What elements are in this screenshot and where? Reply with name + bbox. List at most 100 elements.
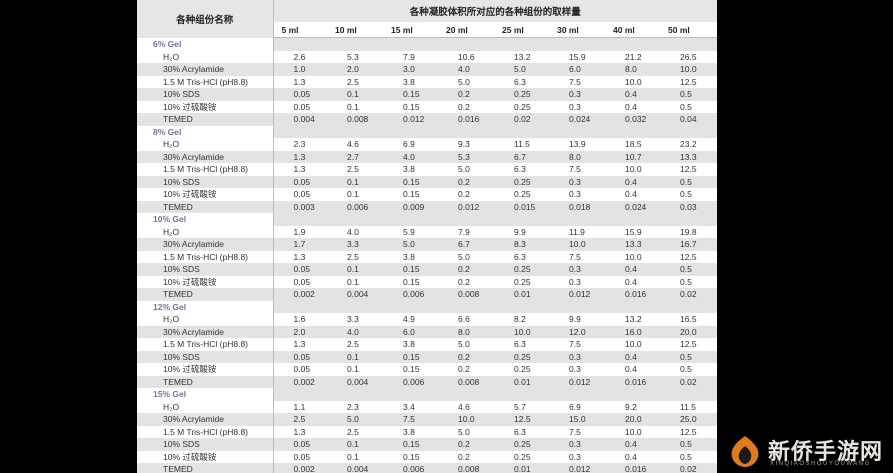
volume-value-cell: 1.3 bbox=[293, 76, 306, 87]
component-name-cell: 30% Acrylamide bbox=[137, 150, 274, 163]
gel-group-title: 15% Gel bbox=[137, 388, 274, 401]
volume-value-cell: 5.3 bbox=[438, 150, 494, 163]
volume-value-cell: 6.7 bbox=[494, 150, 549, 163]
volume-value-cell: 0.006 bbox=[383, 375, 438, 388]
volume-value-cell: 0.15 bbox=[383, 175, 438, 188]
volume-value-cell: 23.2 bbox=[680, 139, 697, 150]
group-row-fill bbox=[273, 37, 717, 51]
volume-value-cell: 2.5 bbox=[347, 164, 359, 175]
volume-value-cell: 0.008 bbox=[438, 463, 494, 473]
component-name-header: 各种组份名称 bbox=[137, 0, 274, 38]
volume-value-cell: 1.3 bbox=[293, 339, 306, 350]
table-row: 1.5 M Tris-HCl (pH8.8) 1.3 2.5 3.8 5.0 6.3 7.5… bbox=[137, 250, 717, 263]
volume-value-cell: 0.02 bbox=[494, 113, 549, 126]
volume-value-cell: 8.0 bbox=[605, 63, 660, 76]
volume-header-cell: 5 ml bbox=[273, 22, 327, 38]
component-name-cell: TEMED bbox=[137, 113, 274, 126]
volume-value-cell: 6.3 bbox=[514, 164, 526, 175]
group-row-fill bbox=[273, 388, 717, 401]
volume-value-cell: 0.004 bbox=[327, 375, 383, 388]
volume-value-cell: 0.5 bbox=[680, 189, 692, 200]
table-row: H₂O 1.9 4.0 5.9 7.9 9.9 11.9 15.9 19.8 bbox=[137, 225, 717, 238]
table-row: 10% 过硫酸铵 0.05 0.1 0.15 0.2 0.25 0.3 0.4 0.5 bbox=[137, 275, 717, 288]
volume-value-cell: 8.0 bbox=[438, 325, 494, 338]
volume-value-cell: 0.25 bbox=[494, 263, 549, 276]
component-name-cell: TEMED bbox=[137, 375, 274, 388]
component-name-cell: 10% SDS bbox=[137, 263, 274, 276]
volume-value-cell: 6.0 bbox=[383, 325, 438, 338]
volume-value-cell: 0.008 bbox=[438, 375, 494, 388]
volume-value-cell: 0.15 bbox=[403, 276, 420, 287]
volume-value-cell: 0.032 bbox=[605, 113, 660, 126]
volume-value-cell: 25.0 bbox=[660, 413, 717, 426]
volume-value-cell: 10.0 bbox=[625, 426, 642, 437]
volume-value-cell: 0.1 bbox=[327, 263, 383, 276]
volume-value-cell: 0.012 bbox=[438, 200, 494, 213]
table-row: 10% 过硫酸铵 0.05 0.1 0.15 0.2 0.25 0.3 0.4 0.5 bbox=[137, 100, 717, 113]
volume-value-cell: 0.006 bbox=[383, 463, 438, 473]
volume-value-cell: 1.3 bbox=[293, 164, 306, 175]
table-row: 30% Acrylamide 1.3 2.7 4.0 5.3 6.7 8.0 10.7 13.3 bbox=[137, 150, 717, 163]
table-row: 1.5 M Tris-HCl (pH8.8) 1.3 2.5 3.8 5.0 6.3 7.5… bbox=[137, 338, 717, 351]
table-row: 10% 过硫酸铵 0.05 0.1 0.15 0.2 0.25 0.3 0.4 0.5 bbox=[137, 450, 717, 463]
volume-value-cell: 7.5 bbox=[383, 413, 438, 426]
volume-value-cell: 2.5 bbox=[347, 426, 359, 437]
volume-value-cell: 0.008 bbox=[438, 288, 494, 301]
gel-group-title: 12% Gel bbox=[137, 300, 274, 313]
volume-value-cell: 0.3 bbox=[569, 451, 581, 462]
volume-value-cell: 9.3 bbox=[458, 139, 470, 150]
volume-value-cell: 0.016 bbox=[605, 288, 660, 301]
volume-value-cell: 7.5 bbox=[569, 251, 581, 262]
volume-value-cell: 3.8 bbox=[403, 426, 415, 437]
volume-value-cell: 2.7 bbox=[327, 150, 383, 163]
volume-value-cell: 0.006 bbox=[383, 288, 438, 301]
volume-value-cell: 0.01 bbox=[494, 288, 549, 301]
volume-value-cell: 5.9 bbox=[403, 226, 415, 237]
volume-value-cell: 18.5 bbox=[625, 139, 642, 150]
volume-value-cell: 10.0 bbox=[660, 63, 717, 76]
volume-value-cell: 7.5 bbox=[569, 426, 581, 437]
volume-value-cell: 20.0 bbox=[660, 325, 717, 338]
volume-value-cell: 0.02 bbox=[660, 375, 717, 388]
volume-value-cell: 7.5 bbox=[569, 339, 581, 350]
volume-value-cell: 2.3 bbox=[347, 401, 359, 412]
volume-value-cell: 3.3 bbox=[327, 238, 383, 251]
volume-value-cell: 4.0 bbox=[327, 325, 383, 338]
site-watermark: 新侨手游网 XINQIAOSHOUYOUWANG bbox=[722, 432, 892, 472]
volume-value-cell: 5.0 bbox=[458, 339, 470, 350]
volume-value-cell: 0.05 bbox=[293, 451, 311, 462]
component-name-cell: 1.5 M Tris-HCl (pH8.8) bbox=[137, 250, 274, 263]
watermark-subtitle: XINQIAOSHOUYOUWANG bbox=[770, 461, 871, 467]
volume-value-cell: 0.3 bbox=[569, 189, 581, 200]
table-row: TEMED 0.002 0.004 0.006 0.008 0.01 0.012 0.016 0… bbox=[137, 288, 717, 301]
volume-value-cell: 0.3 bbox=[569, 364, 581, 375]
volume-value-cell: 0.15 bbox=[383, 350, 438, 363]
volume-value-cell: 3.8 bbox=[403, 251, 415, 262]
volume-value-cell: 0.4 bbox=[625, 101, 637, 112]
volume-value-cell: 0.25 bbox=[494, 88, 549, 101]
volume-value-cell: 5.3 bbox=[347, 51, 359, 62]
component-name-cell: 10% 过硫酸铵 bbox=[137, 188, 274, 201]
volume-value-cell: 15.9 bbox=[569, 51, 586, 62]
table-row: 1.5 M Tris-HCl (pH8.8) 1.3 2.5 3.8 5.0 6.3 7.5… bbox=[137, 75, 717, 88]
volume-value-cell: 10.0 bbox=[625, 339, 642, 350]
table-row: TEMED 0.002 0.004 0.006 0.008 0.01 0.012 0.016 0… bbox=[137, 463, 717, 473]
volume-value-cell: 0.15 bbox=[383, 88, 438, 101]
volume-value-cell: 2.6 bbox=[293, 51, 306, 62]
volume-value-cell: 0.012 bbox=[549, 288, 605, 301]
volume-header-cell: 50 ml bbox=[660, 22, 717, 38]
volume-value-cell: 0.2 bbox=[458, 101, 470, 112]
volume-value-cell: 0.2 bbox=[458, 189, 470, 200]
volume-value-cell: 0.2 bbox=[458, 364, 470, 375]
component-name-cell: 10% 过硫酸铵 bbox=[137, 100, 274, 113]
volume-value-cell: 13.3 bbox=[660, 150, 717, 163]
volume-value-cell: 7.5 bbox=[569, 76, 581, 87]
volume-value-cell: 5.7 bbox=[514, 401, 526, 412]
volume-value-cell: 0.04 bbox=[660, 113, 717, 126]
table-row: 10% SDS 0.05 0.1 0.15 0.2 0.25 0.3 0.4 0.5 bbox=[137, 175, 717, 188]
volume-value-cell: 6.3 bbox=[514, 426, 526, 437]
gel-group-row: 12% Gel bbox=[137, 300, 717, 313]
volume-value-cell: 16.7 bbox=[660, 238, 717, 251]
table-row: H₂O 2.3 4.6 6.9 9.3 11.5 13.9 18.5 23.2 bbox=[137, 138, 717, 151]
volume-value-cell: 0.2 bbox=[438, 175, 494, 188]
